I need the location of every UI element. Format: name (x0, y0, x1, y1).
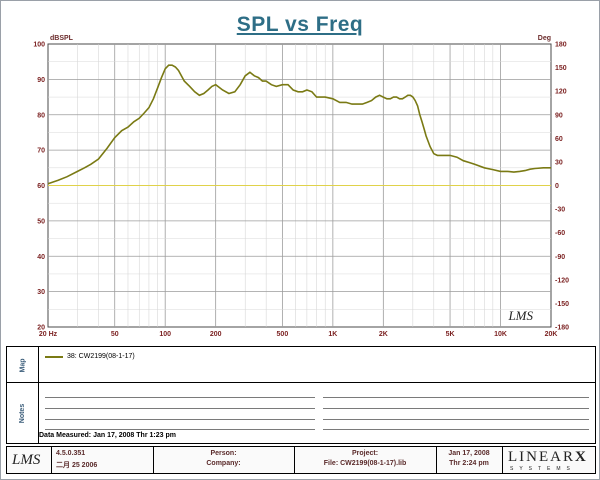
spl-curve (47, 64, 551, 185)
note-line[interactable] (323, 397, 589, 398)
y-tick-label: 20 (37, 325, 45, 332)
x-tick-label: 20 Hz (39, 331, 58, 338)
spl-chart: 100 90 80 70 60 50 40 30 20 180 150 120 90 60 30 0 -30 -6… (33, 35, 569, 339)
map-side: Map (7, 347, 39, 383)
y-tick-label: 30 (37, 289, 45, 296)
y-left-unit-label: dBSPL (50, 35, 74, 42)
tick-labels: 100 90 80 70 60 50 40 30 20 180 150 120 90 60 30 0 -30 -6… (33, 42, 569, 339)
footer-version-cell: 4.5.0.351 二月 25 2006 (51, 447, 154, 473)
y-tick-label: 50 (37, 218, 45, 225)
note-line[interactable] (323, 408, 589, 409)
y-tick-label: 80 (37, 112, 45, 119)
y-tick-label: 70 (37, 148, 45, 155)
project-label: Project: (351, 450, 379, 457)
footer-time: Thr 2:24 pm (449, 460, 489, 467)
map-panel: Map 38: CW2199(08-1-17) (6, 346, 596, 384)
y-right-unit-label: Deg (538, 35, 551, 42)
y-right-tick-label: 120 (555, 89, 567, 96)
date-measured: Data Measured: Jan 17, 2008 Thr 1:23 pm (39, 432, 176, 439)
lms-watermark: LMS (507, 308, 533, 323)
x-tick-label: 20K (545, 331, 558, 338)
y-right-tick-label: -120 (555, 277, 569, 284)
y-tick-label: 60 (37, 183, 45, 190)
footer-logo-cell: LMS (7, 447, 52, 473)
legend-swatch (45, 355, 63, 358)
notes-side: Notes (7, 383, 39, 443)
file-label: File: CW2199(08-1-17).lib (323, 460, 407, 467)
linearx-logo: LINEARX SYSTEMS (502, 447, 595, 473)
note-line[interactable] (323, 419, 589, 420)
note-line[interactable] (45, 429, 315, 430)
x-tick-label: 50 (111, 331, 119, 338)
y-right-tick-label: 30 (555, 159, 563, 166)
footer-date: Jan 17, 2008 (448, 450, 490, 457)
y-right-tick-label: -180 (555, 325, 569, 332)
x-tick-label: 500 (277, 331, 289, 338)
brand-main: LINEAR (508, 449, 575, 465)
y-right-tick-label: -150 (555, 301, 569, 308)
y-tick-label: 90 (37, 77, 45, 84)
footer-person-cell: Person: Company: (153, 447, 295, 473)
person-label: Person: (210, 450, 237, 457)
y-right-tick-label: 150 (555, 65, 567, 72)
x-tick-label: 2K (379, 331, 388, 338)
y-right-tick-label: 0 (555, 183, 559, 190)
legend-item[interactable]: 38: CW2199(08-1-17) (45, 353, 135, 360)
note-line[interactable] (45, 397, 315, 398)
x-tick-label: 100 (159, 331, 171, 338)
x-tick-label: 5K (446, 331, 455, 338)
brand-x: X (575, 449, 588, 465)
build-date: 二月 25 2006 (56, 462, 98, 469)
y-tick-label: 100 (33, 42, 45, 49)
note-line[interactable] (323, 429, 589, 430)
y-right-tick-label: 180 (555, 42, 567, 49)
y-right-tick-label: -60 (555, 230, 565, 237)
y-right-tick-label: -90 (555, 254, 565, 261)
footer-bar: LMS 4.5.0.351 二月 25 2006 Person: Company… (6, 446, 596, 474)
notes-panel: Notes Data Measured: Jan 17, 2008 Thr 1:… (6, 382, 596, 444)
grid (48, 44, 551, 327)
y-tick-label: 40 (37, 254, 45, 261)
y-right-tick-label: -30 (555, 207, 565, 214)
note-line[interactable] (45, 408, 315, 409)
y-right-tick-label: 60 (555, 136, 563, 143)
footer-logo: LMS (12, 452, 41, 468)
y-right-tick-label: 90 (555, 112, 563, 119)
legend-label: 38: CW2199(08-1-17) (67, 353, 135, 360)
x-tick-label: 200 (210, 331, 222, 338)
chart-title: SPL vs Freq (236, 13, 364, 36)
footer-date-cell: Jan 17, 2008 Thr 2:24 pm (436, 447, 503, 473)
footer-project-cell: Project: File: CW2199(08-1-17).lib (294, 447, 437, 473)
company-label: Company: (206, 460, 241, 467)
note-line[interactable] (45, 419, 315, 420)
x-tick-label: 1K (328, 331, 337, 338)
brand-sub: SYSTEMS (510, 466, 576, 472)
map-label: Map (19, 358, 26, 372)
version: 4.5.0.351 (56, 450, 86, 457)
notes-label: Notes (18, 403, 26, 423)
x-tick-label: 10K (494, 331, 507, 338)
